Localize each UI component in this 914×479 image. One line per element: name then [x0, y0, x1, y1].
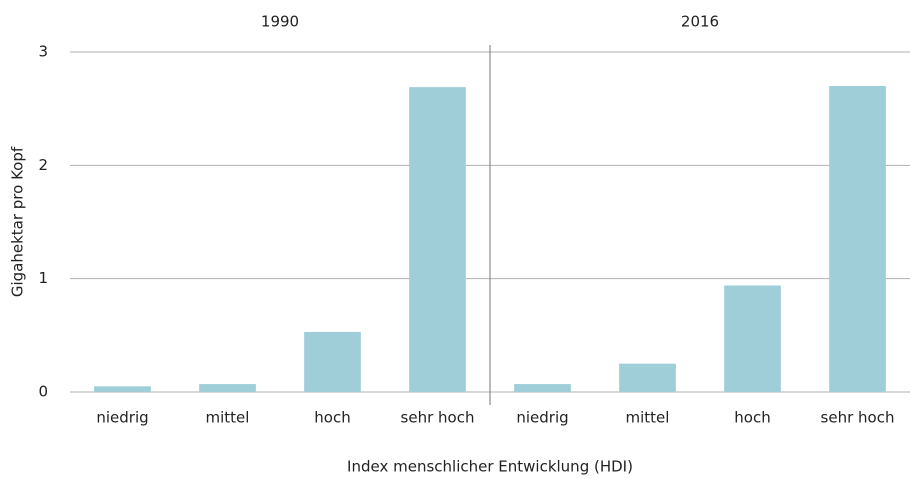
bar [409, 87, 466, 392]
panel-title: 1990 [261, 13, 299, 31]
bar [304, 331, 361, 392]
y-tick-label: 3 [38, 43, 48, 61]
bar [514, 384, 571, 392]
x-axis-label: Index menschlicher Entwicklung (HDI) [347, 458, 633, 476]
x-tick-label: sehr hoch [821, 409, 895, 427]
x-tick-label: hoch [734, 409, 770, 427]
x-tick-label: niedrig [516, 409, 568, 427]
x-tick-label: hoch [314, 409, 350, 427]
x-tick-label: sehr hoch [401, 409, 475, 427]
x-tick-label: mittel [206, 409, 250, 427]
y-tick-label: 0 [38, 383, 48, 401]
bar [829, 86, 886, 392]
panel-title: 2016 [681, 13, 719, 31]
y-axis-label: Gigahektar pro Kopf [9, 146, 27, 297]
bar [619, 363, 676, 392]
y-tick-label: 2 [38, 156, 48, 174]
bar [94, 386, 151, 392]
x-tick-label: niedrig [96, 409, 148, 427]
bar [199, 384, 256, 392]
x-tick-label: mittel [626, 409, 670, 427]
y-tick-label: 1 [38, 269, 48, 287]
bar [724, 285, 781, 392]
